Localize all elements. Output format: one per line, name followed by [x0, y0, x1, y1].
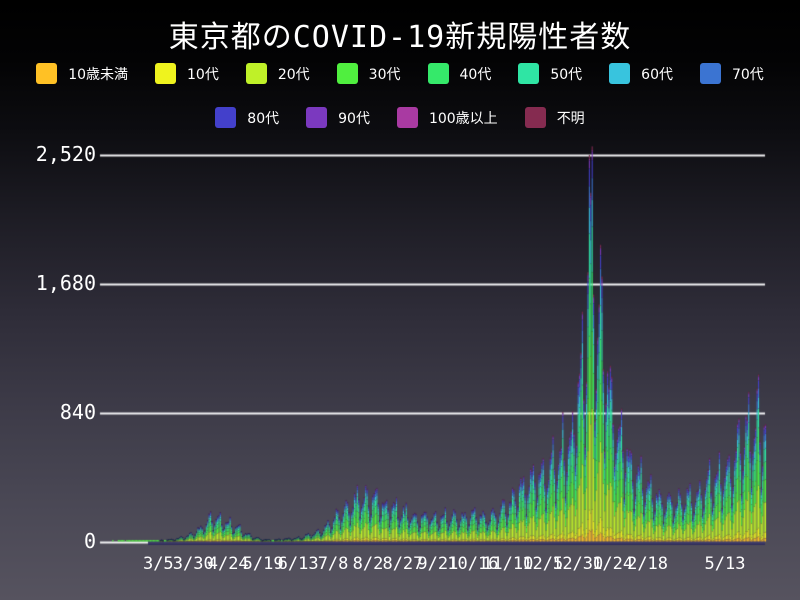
x-axis-tick-label: 10/16 [447, 554, 499, 574]
x-axis-tick-label: 7/8 [317, 554, 349, 574]
x-axis-tick-label: 12/5 [522, 554, 564, 574]
x-axis-tick-label: 8/2 [352, 554, 384, 574]
x-axis-tick-label: 6/13 [277, 554, 319, 574]
x-axis-tick-label: 8/27 [382, 554, 424, 574]
y-axis-tick-label: 840 [59, 399, 96, 424]
x-axis-tick-label: 1/24 [592, 554, 634, 574]
y-axis-tick-label: 1,680 [35, 270, 96, 295]
x-axis-tick-label: 5/19 [242, 554, 284, 574]
y-axis-tick-label: 0 [83, 528, 96, 553]
x-axis-tick-label: 4/24 [207, 554, 249, 574]
x-axis-tick-label: 5/13 [704, 554, 746, 574]
x-axis-tick-label: 3/5 [142, 554, 174, 574]
x-axis-tick-label: 12/30 [552, 554, 604, 574]
x-axis-tick-label: 11/10 [482, 554, 534, 574]
x-axis-tick-label: 2/18 [627, 554, 669, 574]
x-axis-tick-label: 3/30 [172, 554, 214, 574]
y-axis-tick-label: 2,520 [35, 142, 96, 166]
x-axis-tick-label: 9/21 [417, 554, 459, 574]
